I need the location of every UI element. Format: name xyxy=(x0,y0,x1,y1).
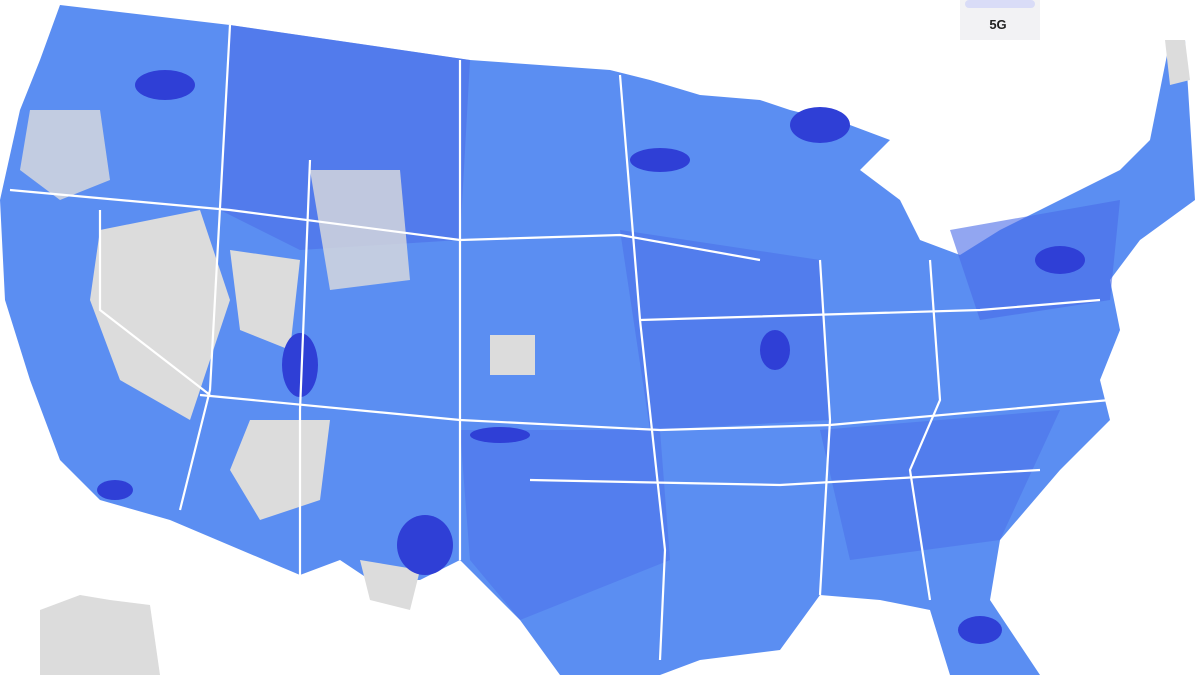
region xyxy=(620,230,830,430)
border xyxy=(98,210,211,396)
blob xyxy=(630,148,690,172)
patch xyxy=(490,335,535,375)
patch xyxy=(310,170,410,290)
patch xyxy=(1165,40,1190,85)
border xyxy=(818,259,832,596)
border xyxy=(618,74,667,661)
blob xyxy=(397,515,453,575)
patch xyxy=(90,210,230,420)
patch xyxy=(230,420,330,520)
region xyxy=(220,25,470,250)
border xyxy=(298,159,312,575)
high-coverage xyxy=(97,70,1085,644)
state-borders xyxy=(9,24,1111,661)
border xyxy=(199,393,1111,432)
patch xyxy=(230,250,300,350)
patch xyxy=(360,560,420,610)
border xyxy=(529,468,1041,487)
blob xyxy=(958,616,1002,644)
alaska xyxy=(40,595,160,675)
blob xyxy=(470,427,530,443)
blob xyxy=(135,70,195,100)
region xyxy=(460,430,670,620)
regions xyxy=(220,25,1120,620)
border xyxy=(908,259,942,601)
blob xyxy=(97,480,133,500)
blob xyxy=(760,330,790,370)
legend-label: 5G xyxy=(989,17,1006,32)
legend-swatch xyxy=(965,0,1035,8)
patch xyxy=(20,110,110,200)
blob xyxy=(790,107,850,143)
border xyxy=(178,24,232,511)
region xyxy=(820,410,1060,560)
border xyxy=(639,298,1101,322)
no-coverage xyxy=(20,40,1190,610)
blob xyxy=(282,333,318,397)
blob xyxy=(1035,246,1085,274)
